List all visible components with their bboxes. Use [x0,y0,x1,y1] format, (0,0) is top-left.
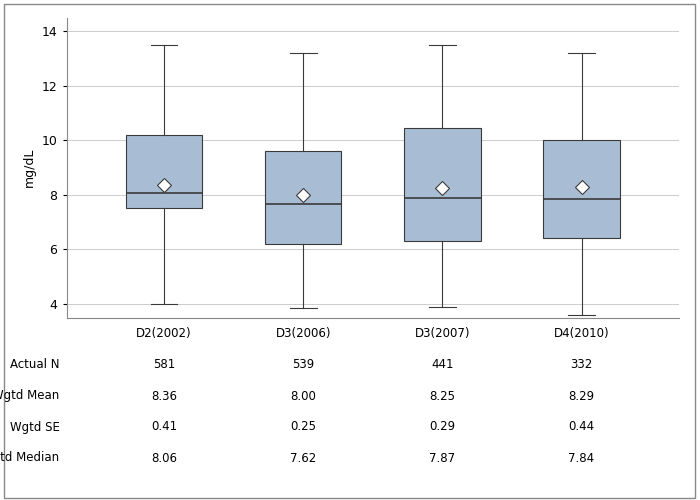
Text: D3(2007): D3(2007) [414,328,470,340]
Y-axis label: mg/dL: mg/dL [23,148,36,187]
Text: 8.36: 8.36 [151,390,177,402]
Text: 441: 441 [431,358,454,372]
Text: 0.25: 0.25 [290,420,316,434]
Text: Wgtd Mean: Wgtd Mean [0,390,60,402]
Text: 0.41: 0.41 [151,420,177,434]
Text: 7.84: 7.84 [568,452,594,464]
Text: Actual N: Actual N [10,358,60,372]
Text: 581: 581 [153,358,175,372]
Bar [265,151,342,244]
Text: 0.44: 0.44 [568,420,594,434]
Text: 332: 332 [570,358,593,372]
Text: 0.29: 0.29 [429,420,456,434]
Bar [126,135,202,208]
Text: 7.62: 7.62 [290,452,316,464]
Bar [543,140,620,238]
Text: D3(2006): D3(2006) [275,328,331,340]
Text: 7.87: 7.87 [429,452,456,464]
Text: Wgtd SE: Wgtd SE [10,420,60,434]
Text: D4(2010): D4(2010) [554,328,610,340]
Text: 8.00: 8.00 [290,390,316,402]
Text: Wgtd Median: Wgtd Median [0,452,60,464]
Text: 539: 539 [292,358,314,372]
Text: 8.25: 8.25 [429,390,456,402]
Text: D2(2002): D2(2002) [136,328,192,340]
Bar [404,128,481,241]
Text: 8.06: 8.06 [151,452,177,464]
Text: 8.29: 8.29 [568,390,594,402]
